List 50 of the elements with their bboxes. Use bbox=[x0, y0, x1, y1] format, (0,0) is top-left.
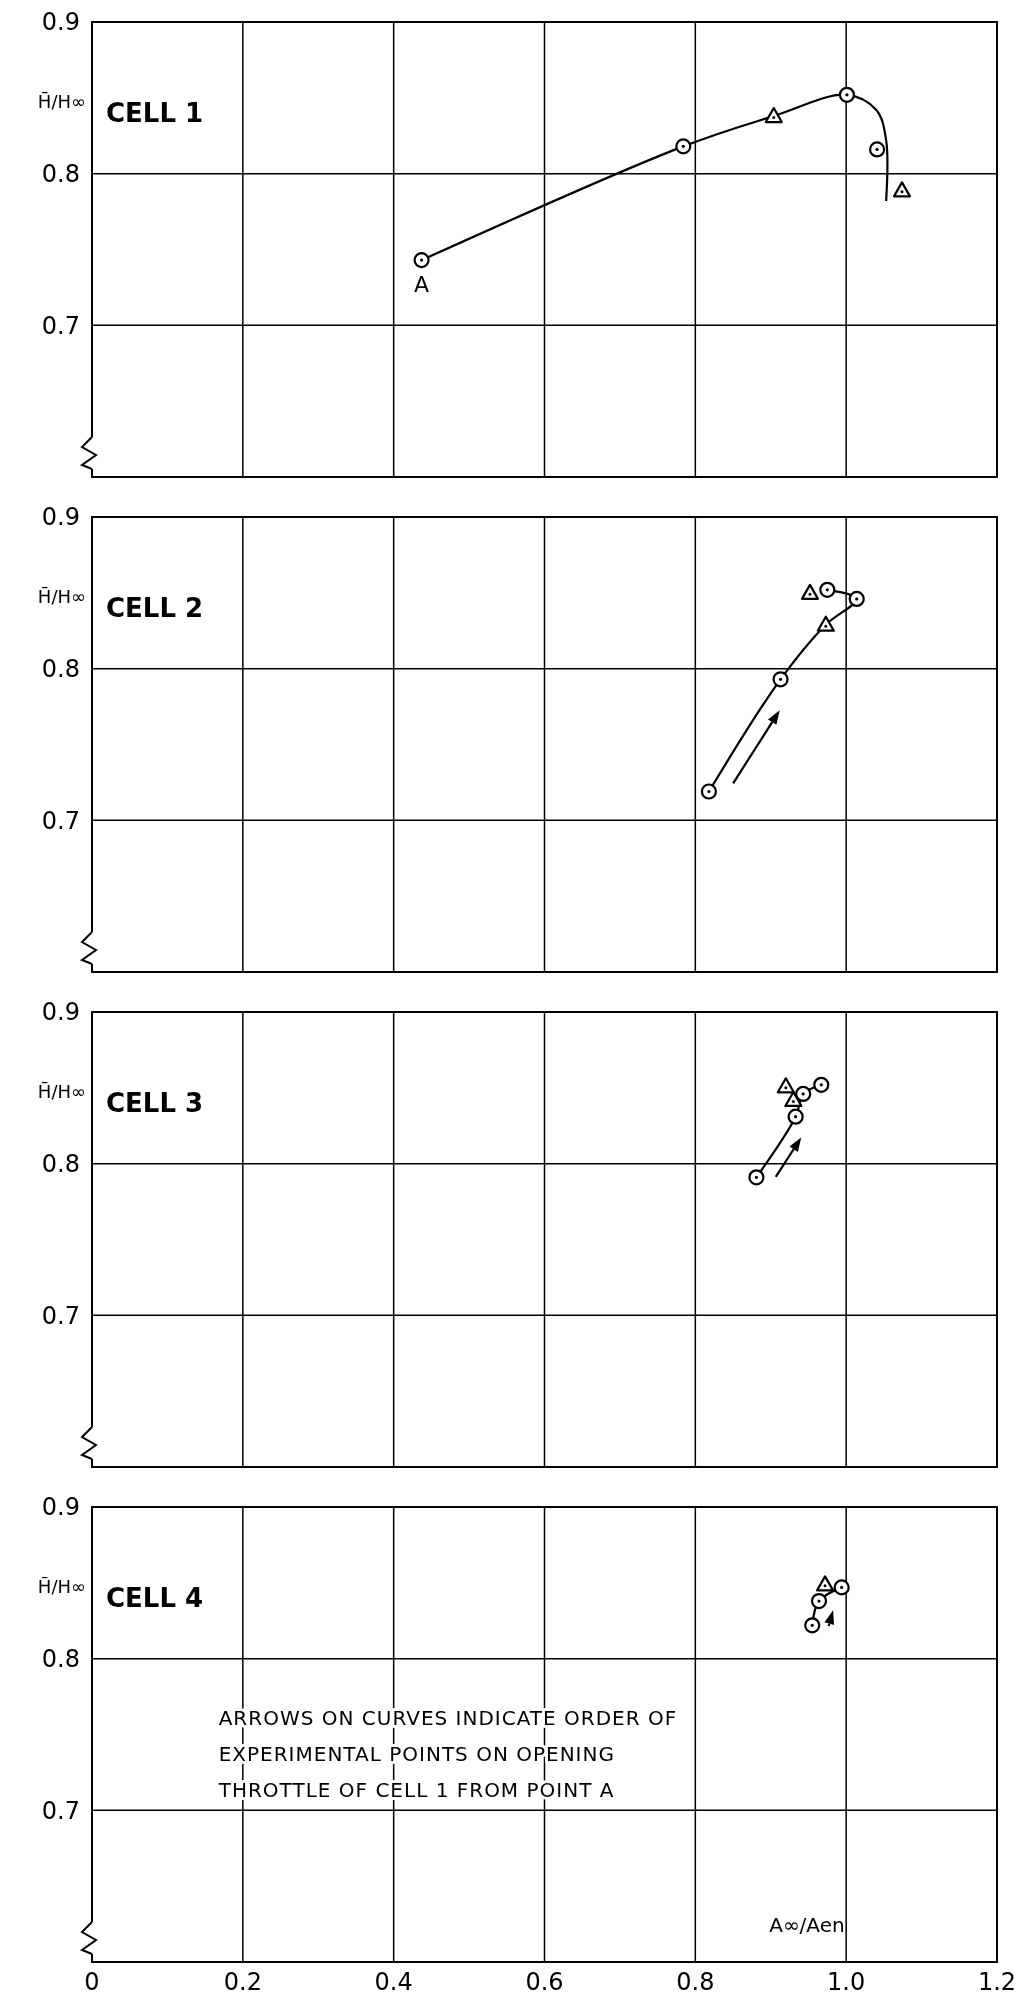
point bbox=[815, 1575, 835, 1592]
x-tick-label: 1.2 bbox=[977, 1968, 1017, 1996]
y-tick-label: 0.8 bbox=[41, 655, 80, 684]
x-axis-title: A∞/Aen bbox=[769, 1913, 845, 1937]
y-tick-label: 0.9 bbox=[41, 998, 80, 1027]
point bbox=[772, 671, 789, 688]
x-tick-label: 0.2 bbox=[223, 1968, 262, 1996]
y-tick-label: 0.8 bbox=[41, 1645, 80, 1674]
x-tick-label: 1.0 bbox=[827, 1968, 866, 1996]
text: CELL 4 bbox=[106, 1583, 204, 1614]
y-axis-title: H̄/H∞ bbox=[37, 585, 86, 607]
y-tick-label: 0.9 bbox=[41, 8, 80, 37]
y-tick-label: 0.9 bbox=[41, 1493, 80, 1522]
y-tick-label: 0.7 bbox=[41, 311, 80, 340]
point bbox=[838, 86, 856, 103]
y-tick-label: 0.7 bbox=[41, 1796, 80, 1825]
point bbox=[804, 1617, 821, 1634]
y-axis-title: H̄/H∞ bbox=[37, 90, 86, 112]
point bbox=[675, 138, 692, 155]
y-axis-title: H̄/H∞ bbox=[37, 1575, 86, 1597]
point bbox=[868, 141, 886, 158]
x-tick-label: 0.6 bbox=[525, 1968, 564, 1996]
point bbox=[816, 615, 835, 632]
y-axis-title: H̄/H∞ bbox=[37, 1080, 86, 1102]
text: CELL 1 bbox=[106, 98, 204, 129]
y-tick-label: 0.9 bbox=[41, 503, 80, 532]
y-tick-label: 0.7 bbox=[41, 806, 80, 835]
y-tick-label: 0.7 bbox=[41, 1301, 80, 1330]
point bbox=[413, 252, 430, 269]
text: CELL 3 bbox=[106, 1088, 204, 1119]
point bbox=[813, 1076, 830, 1093]
point bbox=[833, 1579, 850, 1596]
point bbox=[784, 1090, 803, 1108]
annotation: A bbox=[414, 272, 430, 298]
y-tick-label: 0.8 bbox=[41, 160, 80, 189]
point bbox=[819, 581, 836, 598]
point bbox=[764, 106, 783, 124]
point bbox=[776, 1077, 795, 1094]
point bbox=[795, 1085, 812, 1102]
text: CELL 2 bbox=[106, 593, 204, 624]
point bbox=[787, 1108, 804, 1125]
x-tick-label: 0.4 bbox=[374, 1968, 413, 1996]
point bbox=[700, 783, 718, 800]
point bbox=[848, 590, 865, 607]
x-tick-label: 0.8 bbox=[676, 1968, 715, 1996]
y-tick-label: 0.8 bbox=[41, 1150, 80, 1179]
point bbox=[748, 1169, 765, 1186]
point bbox=[800, 583, 820, 600]
point bbox=[892, 181, 912, 198]
x-tick-label: 0 bbox=[84, 1968, 100, 1996]
